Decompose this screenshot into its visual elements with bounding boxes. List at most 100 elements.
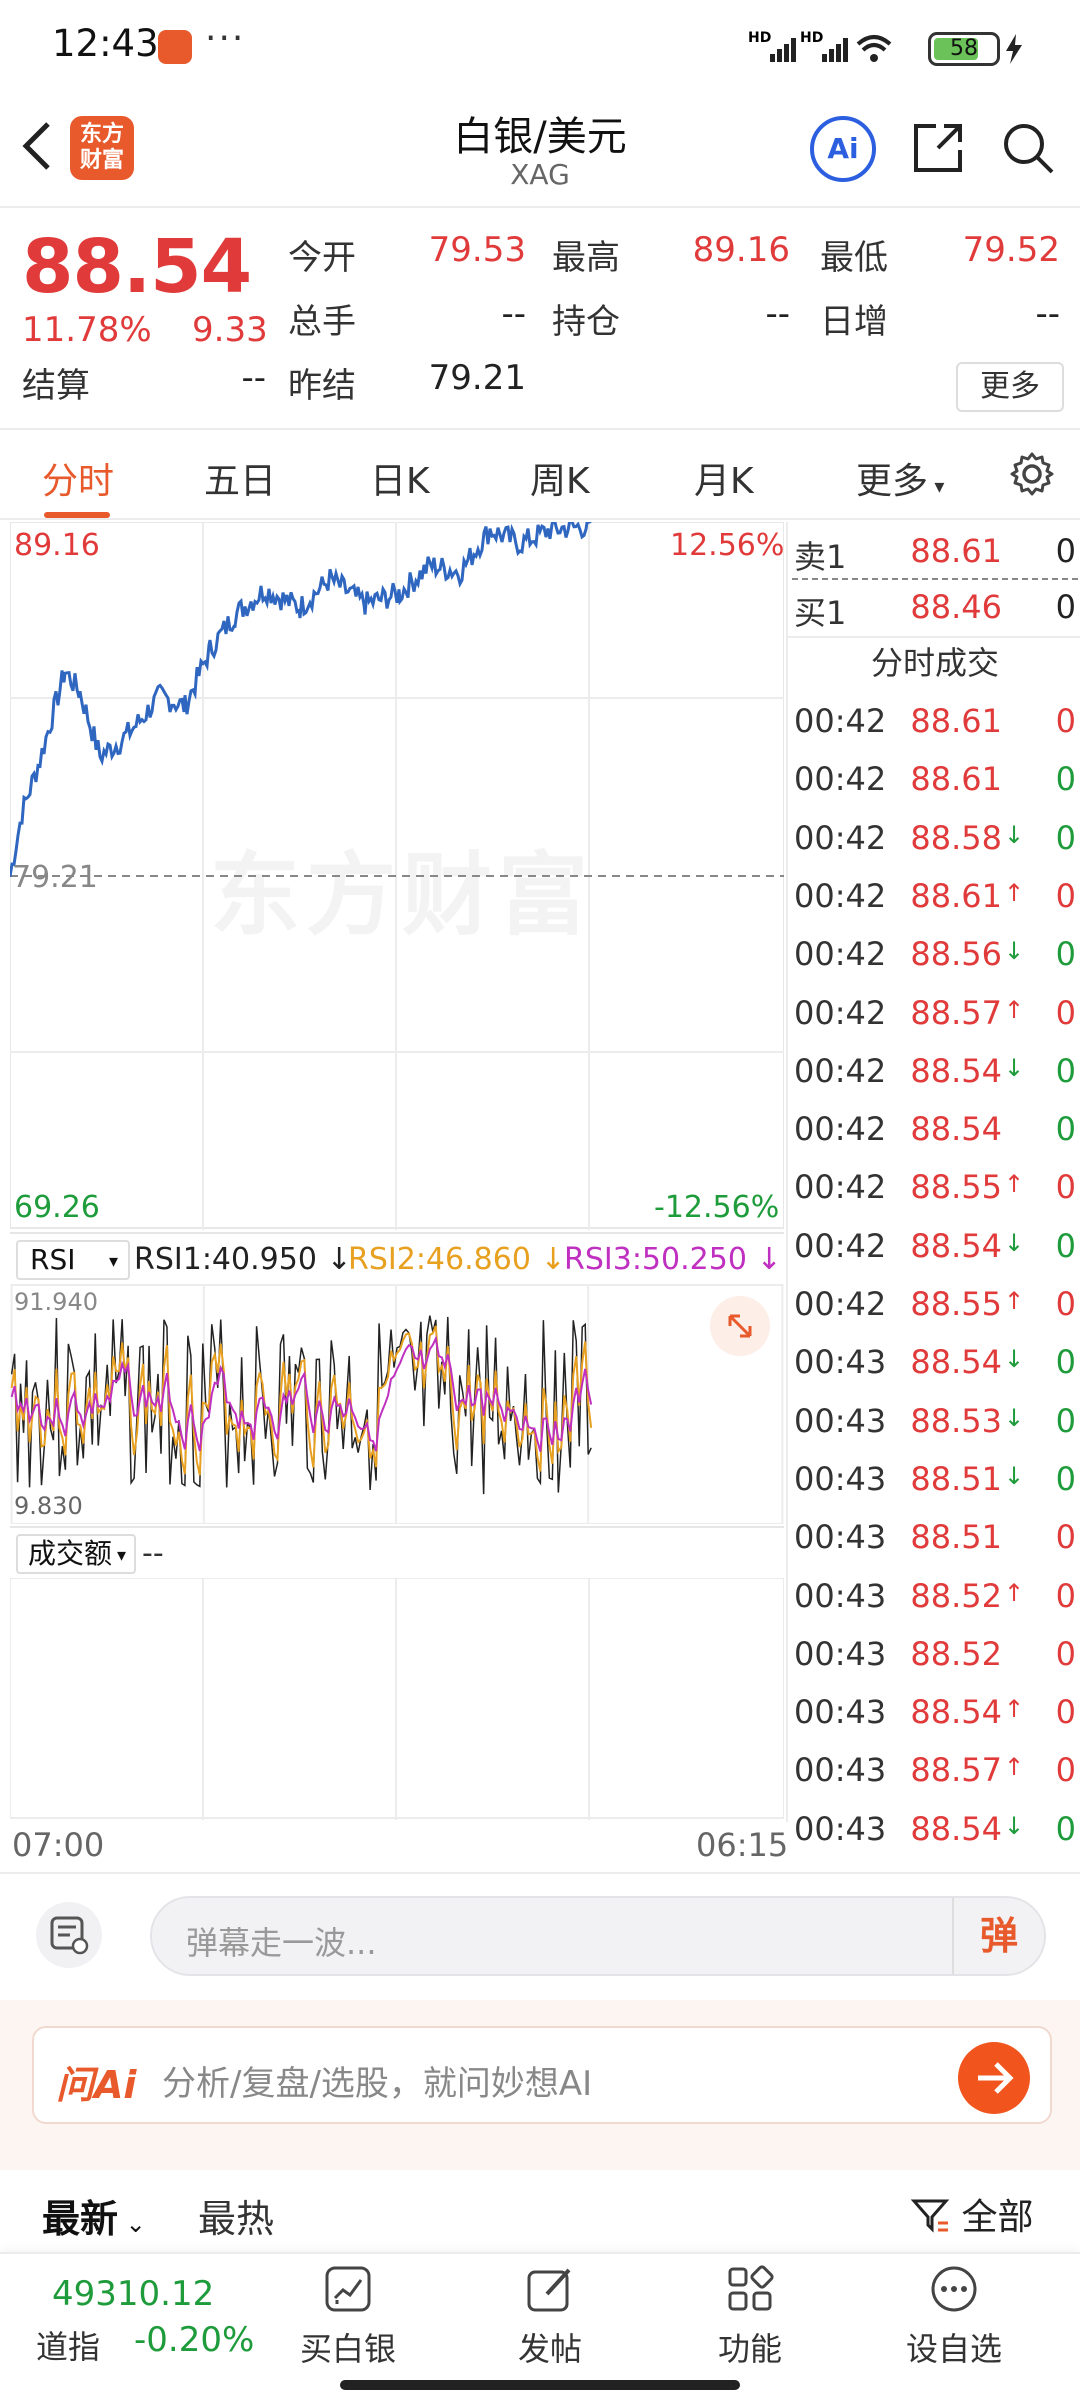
prev-settle-value: 79.21 [428,358,526,398]
rsi2-line [10,1325,593,1476]
tick-row: 00:42 88.58 ↓ 0 [794,818,1076,857]
watermark: 东方财富 [210,843,594,948]
ai-button[interactable]: Ai [810,116,876,182]
rsi1-line [10,1315,592,1495]
edit-icon [527,2268,571,2312]
volume-select[interactable]: 成交额 ▾ [16,1534,136,1574]
chart-tabs: 分时 五日 日K 周K 月K 更多 ▾ [0,432,1080,520]
rsi-top-label: 91.940 [14,1288,98,1316]
tick-row: 00:42 88.54 0 [794,1110,1076,1149]
tick-row: 00:43 88.51 ↓ 0 [794,1459,1076,1498]
daily-increase-value: -- [1035,294,1060,334]
rsi1-value: RSI1:40.950 ↓ [134,1242,352,1277]
tab-weekly-k[interactable]: 周K [530,461,590,502]
tick-row: 00:43 88.52 0 [794,1634,1076,1673]
ticks-title: 分时成交 [870,644,999,682]
volume-value: -- [142,1536,164,1571]
more-info-button[interactable]: 更多 [956,362,1064,412]
change-percent: 11.78% [22,310,152,350]
tick-row: 00:42 88.56 ↓ 0 [794,935,1076,974]
rsi-header: RSI ▾ RSI1:40.950 ↓ RSI2:46.860 ↓ RSI3:50… [10,1232,784,1284]
index-change: -0.20% [134,2320,255,2360]
tab-five-day[interactable]: 五日 [204,461,277,502]
ask-ai-submit-button[interactable] [958,2042,1030,2114]
change-amount: 9.33 [192,310,268,350]
position-label: 持仓 [552,302,620,342]
tab-intraday[interactable]: 分时 [42,461,115,502]
low-value: 79.52 [962,230,1060,270]
header: 东方 财富 白银/美元 XAG Ai [0,96,1080,208]
daily-increase-label: 日增 [820,302,888,342]
app-notification-icon [158,30,192,64]
tick-row: 00:42 88.54 ↓ 0 [794,1226,1076,1265]
danmu-input[interactable]: 弹幕走一波... 弹 [150,1896,1046,1976]
filter-icon [910,2199,950,2233]
tick-row: 00:43 88.51 0 [794,1518,1076,1557]
nav-buy-silver[interactable]: 买白银 [278,2264,418,2370]
search-icon[interactable] [998,118,1058,178]
chart-min-label: 69.26 [14,1190,100,1225]
high-label: 最高 [552,238,620,278]
gear-icon[interactable] [1008,450,1056,498]
share-icon[interactable] [908,118,968,178]
time-axis-start: 07:00 [12,1826,105,1864]
rsi-bottom-label: 9.830 [14,1492,83,1520]
open-value: 79.53 [428,230,526,270]
indicator-select[interactable]: RSI ▾ [16,1240,130,1280]
expand-chart-button[interactable] [710,1296,770,1356]
page-subtitle: XAG [510,158,570,191]
status-bar: 12:43 ··· HD HD 58 [0,0,1080,96]
comment-bar: 弹幕走一波... 弹 [0,1872,1080,1992]
tick-row: 00:42 88.55 ↑ 0 [794,1168,1076,1207]
arrow-right-icon [978,2062,1014,2094]
tick-row: 00:42 88.61 0 [794,760,1076,799]
tab-monthly-k[interactable]: 月K [694,461,754,502]
ask-ai-input[interactable]: 问Ai 分析/复盘/选股，就问妙想AI [32,2026,1052,2124]
nav-post[interactable]: 发帖 [480,2264,620,2370]
index-value[interactable]: 49310.12 [52,2274,215,2314]
volume-header: 成交额 ▾ -- [10,1526,784,1578]
settle-label: 结算 [22,366,90,406]
position-value: -- [765,294,790,334]
feed-tab-latest[interactable]: 最新 ⌄ [42,2197,146,2241]
tick-row: 00:43 88.54 ↓ 0 [794,1809,1076,1848]
rsi-chart [10,1284,784,1524]
feed-filter-button[interactable]: 全部 [910,2188,1033,2240]
svg-text:HD: HD [800,30,823,46]
price-line [10,522,592,877]
last-price: 88.54 [22,224,252,310]
ask-row: 卖1 88.61 0 [794,532,1076,576]
ask-ai-brand: 问Ai [56,2063,137,2107]
tick-row: 00:42 88.61 ↑ 0 [794,876,1076,915]
nav-functions[interactable]: 功能 [680,2264,820,2370]
nav-add-watchlist[interactable]: 设自选 [884,2264,1024,2370]
danmu-toggle-button[interactable]: 弹 [952,1898,1044,1974]
bottom-nav: 49310.12 道指 -0.20% 买白银 发帖 功能 设自选 [0,2252,1080,2400]
volume-label: 总手 [288,302,356,342]
time-axis-end: 06:15 [696,1826,789,1864]
battery-icon: 58 [928,32,1000,66]
low-label: 最低 [820,238,888,278]
comment-list-icon [50,1916,89,1955]
grid-icon [728,2265,774,2311]
price-chart[interactable] [10,522,784,1230]
rsi2-value: RSI2:46.860 ↓ [348,1242,566,1277]
high-value: 89.16 [692,230,790,270]
open-label: 今开 [288,238,356,278]
back-button[interactable] [18,116,58,186]
feed-tabs: 最新 ⌄ 最热 全部 [0,2170,1080,2260]
prev-settle-label: 昨结 [288,366,356,406]
expand-icon [728,1314,752,1338]
rsi3-line [10,1335,593,1452]
ask-ai-section: 问Ai 分析/复盘/选股，就问妙想AI [0,2000,1080,2170]
comment-list-button[interactable] [36,1902,102,1968]
home-indicator [340,2380,740,2390]
chart-max-pct: 12.56% [670,528,785,563]
feed-tab-hot[interactable]: 最热 [198,2197,275,2241]
tab-daily-k[interactable]: 日K [370,461,430,502]
tick-row: 00:43 88.53 ↓ 0 [794,1401,1076,1440]
tab-more[interactable]: 更多 ▾ [856,461,945,502]
ask-ai-placeholder: 分析/复盘/选股，就问妙想AI [162,2064,593,2104]
chevron-left-icon [22,122,50,170]
tick-row: 00:42 88.55 ↑ 0 [794,1285,1076,1323]
